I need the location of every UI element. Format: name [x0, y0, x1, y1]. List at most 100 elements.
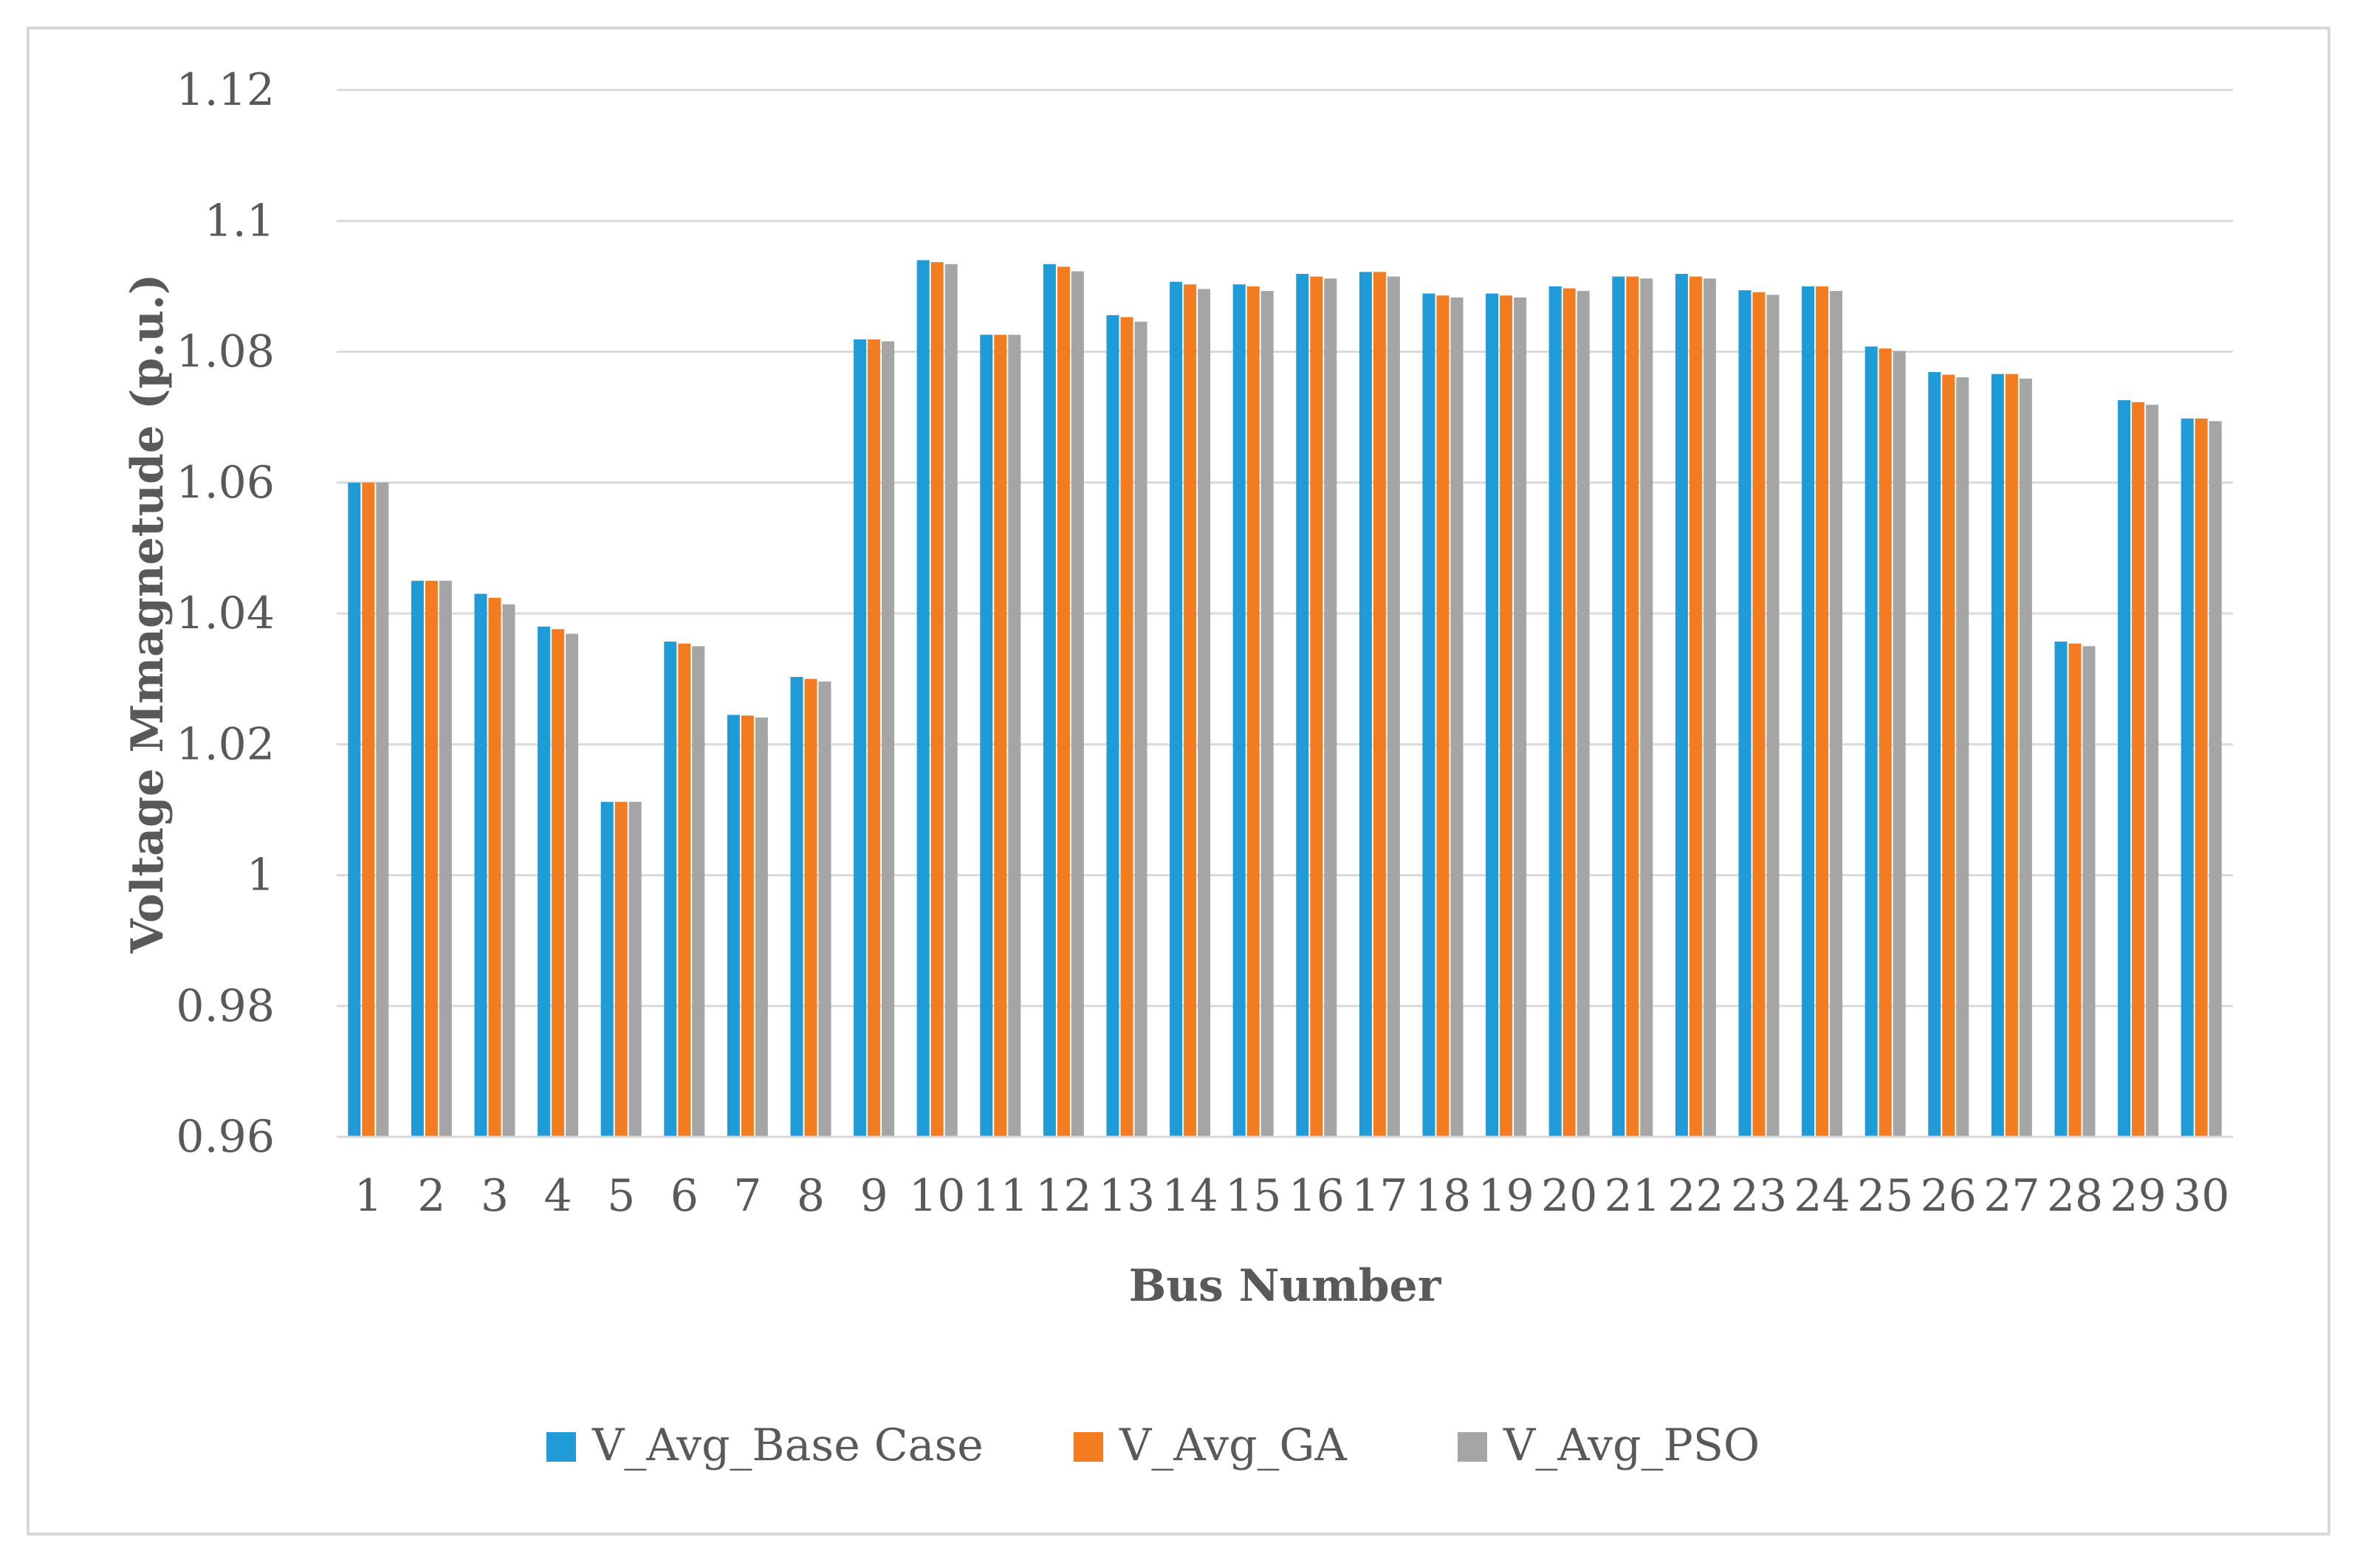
x-axis-ticks: 1 2 3 4 5 6 7 8 9 10 11 12 13 14 15 16 17 18 19 20 21 22 23 24 2…: [354, 1170, 2230, 1222]
x-tick-label: 15: [1225, 1170, 1281, 1222]
x-tick-label: 8: [797, 1170, 825, 1222]
y-tick-label: 1.06: [176, 457, 275, 509]
bar: [600, 802, 614, 1137]
x-axis-title: Bus Number: [1129, 1260, 1442, 1312]
y-tick-label: 1.02: [176, 718, 275, 770]
x-tick-label: 14: [1162, 1170, 1218, 1222]
legend-label: V_Avg_Base Case: [591, 1420, 984, 1471]
bar: [790, 676, 803, 1137]
bar: [1373, 272, 1386, 1138]
legend-label: V_Avg_PSO: [1503, 1420, 1760, 1471]
bar: [980, 334, 993, 1137]
bar: [1830, 291, 1843, 1137]
x-tick-label: 7: [733, 1170, 761, 1222]
bar: [1071, 271, 1084, 1138]
bar: [1752, 292, 1766, 1137]
legend-swatch: [1074, 1432, 1103, 1462]
legend-swatch: [546, 1432, 576, 1462]
bar: [362, 482, 375, 1137]
bar: [2195, 418, 2208, 1137]
gridlines: [337, 89, 2233, 1008]
bar: [376, 482, 389, 1137]
bar: [1675, 274, 1688, 1137]
bar: [2019, 378, 2032, 1138]
bar: [1864, 346, 1878, 1137]
bar: [2068, 643, 2082, 1137]
bar: [1422, 293, 1435, 1137]
bar: [755, 717, 768, 1137]
bar: [994, 334, 1007, 1137]
legend-swatch: [1458, 1432, 1487, 1462]
bar: [1640, 278, 1653, 1137]
bar: [502, 604, 515, 1137]
bar: [1612, 276, 1625, 1137]
y-tick-label: 0.96: [176, 1111, 275, 1163]
bar: [1766, 295, 1780, 1137]
bar: [1486, 293, 1499, 1137]
bar: [692, 646, 705, 1137]
legend-item: V_Avg_PSO: [1458, 1420, 1760, 1471]
legend: V_Avg_Base Case V_Avg_GA V_Avg_PSO: [546, 1420, 1760, 1471]
bar: [2146, 405, 2159, 1137]
y-axis-ticks: 0.96 0.98 1 1.02 1.04 1.06 1.08 1.1 1.12: [176, 64, 275, 1163]
bar: [1106, 314, 1119, 1137]
bar: [868, 339, 881, 1137]
x-tick-label: 30: [2173, 1170, 2229, 1222]
series-v-avg-pso: [376, 264, 2222, 1138]
bar: [1956, 377, 1969, 1138]
y-tick-label: 1.08: [176, 326, 275, 378]
y-axis-title: Voltage Mmagnetude (p.u.): [122, 274, 174, 954]
bar: [439, 580, 452, 1137]
y-tick-label: 0.98: [176, 980, 275, 1032]
bar: [1703, 278, 1716, 1137]
bar: [1893, 351, 1906, 1137]
x-tick-label: 5: [607, 1170, 635, 1222]
legend-item: V_Avg_GA: [1074, 1420, 1347, 1471]
bar: [741, 715, 754, 1137]
x-tick-label: 4: [544, 1170, 572, 1222]
bar: [474, 594, 487, 1137]
bar: [854, 339, 867, 1137]
y-tick-label: 1: [247, 850, 275, 901]
bar: [2054, 642, 2068, 1137]
x-tick-label: 13: [1099, 1170, 1155, 1222]
x-tick-label: 12: [1035, 1170, 1091, 1222]
x-tick-label: 9: [860, 1170, 888, 1222]
bar: [678, 643, 691, 1137]
bar: [1246, 286, 1260, 1137]
y-tick-label: 1.04: [176, 588, 275, 639]
y-tick-label: 1.12: [176, 64, 275, 116]
bar: [727, 715, 740, 1137]
bar: [1310, 276, 1323, 1137]
bar: [2082, 646, 2096, 1137]
x-tick-label: 17: [1351, 1170, 1407, 1222]
bar: [1928, 371, 1941, 1137]
bar: [566, 633, 579, 1137]
bar: [1436, 295, 1449, 1138]
bar: [1548, 286, 1562, 1137]
x-tick-label: 11: [972, 1170, 1029, 1222]
bar: [614, 802, 628, 1137]
bar: [1296, 274, 1309, 1137]
bar: [1802, 286, 1815, 1137]
bar: [1738, 290, 1752, 1137]
series-v-avg-ga: [362, 262, 2208, 1138]
x-tick-label: 29: [2110, 1170, 2166, 1222]
legend-label: V_Avg_GA: [1119, 1420, 1347, 1471]
bar: [1991, 374, 2004, 1137]
bar: [1879, 348, 1892, 1138]
bar: [2209, 421, 2222, 1137]
legend-item: V_Avg_Base Case: [546, 1420, 984, 1471]
bar: [2118, 400, 2131, 1137]
bar: [930, 262, 944, 1137]
x-tick-label: 3: [481, 1170, 509, 1222]
bar: [1008, 334, 1021, 1137]
bar: [1043, 264, 1056, 1138]
bar: [944, 264, 958, 1138]
series-v-avg-base-case: [348, 260, 2194, 1138]
x-tick-label: 25: [1857, 1170, 1913, 1222]
bar: [628, 802, 642, 1137]
x-tick-label: 26: [1921, 1170, 1977, 1222]
bar: [1942, 374, 1955, 1137]
